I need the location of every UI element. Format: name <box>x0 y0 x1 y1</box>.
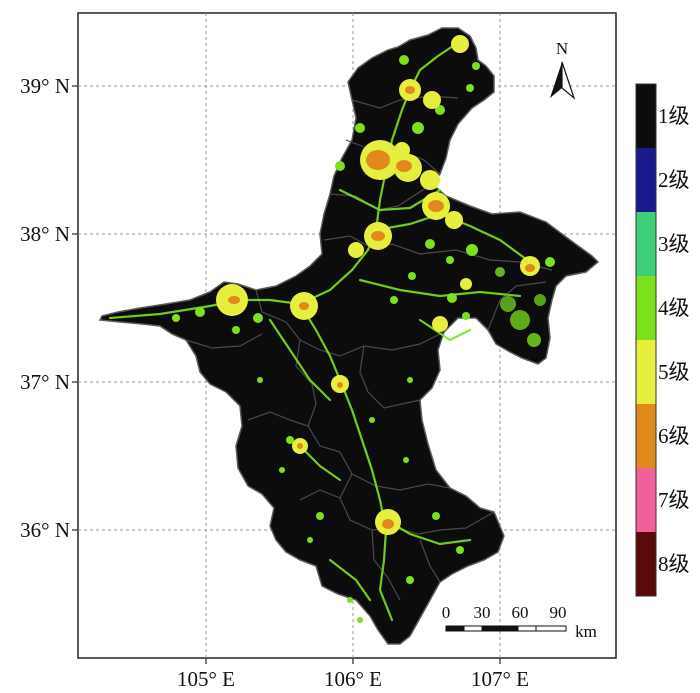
level-6-cores <box>228 86 535 529</box>
scale-tick-60: 60 <box>512 603 529 622</box>
legend-label-8: 8级 <box>658 552 690 576</box>
legend-swatch-8 <box>636 532 656 596</box>
county-boundaries <box>185 95 553 601</box>
legend-swatch-5 <box>636 340 656 404</box>
legend-swatch-6 <box>636 404 656 468</box>
latitude-labels: 39° N 38° N 37° N 36° N <box>20 74 78 542</box>
lon-label-106: 106° E <box>324 667 382 691</box>
legend-swatch-2 <box>636 148 656 212</box>
scale-tick-0: 0 <box>442 603 451 622</box>
legend-label-4: 4级 <box>658 296 690 320</box>
scale-bar: 0 30 60 90 km <box>442 603 597 641</box>
lat-label-38: 38° N <box>20 222 70 246</box>
lat-label-39: 39° N <box>20 74 70 98</box>
scale-tick-30: 30 <box>474 603 491 622</box>
legend-label-6: 6级 <box>658 424 690 448</box>
legend-label-5: 5级 <box>658 360 690 384</box>
lat-label-36: 36° N <box>20 518 70 542</box>
scale-tick-90: 90 <box>550 603 567 622</box>
legend-swatch-7 <box>636 468 656 532</box>
ningxia-region <box>98 27 600 645</box>
legend-label-1: 1级 <box>658 104 690 128</box>
legend-swatch-4 <box>636 276 656 340</box>
legend-label-3: 3级 <box>658 232 690 256</box>
lon-label-105: 105° E <box>177 667 235 691</box>
legend-label-2: 2级 <box>658 168 690 192</box>
longitude-labels: 105° E 106° E 107° E <box>177 658 529 691</box>
north-arrow-icon: N <box>550 39 576 100</box>
lat-label-37: 37° N <box>20 370 70 394</box>
legend-swatch-1 <box>636 84 656 148</box>
legend: 1级 2级 3级 4级 5级 6级 7级 8级 <box>635 83 690 597</box>
lon-label-107: 107° E <box>471 667 529 691</box>
north-label: N <box>556 39 568 58</box>
legend-border <box>635 83 657 597</box>
scale-unit: km <box>575 622 597 641</box>
light-speckles <box>172 55 555 623</box>
legend-label-7: 7级 <box>658 488 690 512</box>
light-corridors <box>108 42 532 622</box>
legend-swatch-3 <box>636 212 656 276</box>
